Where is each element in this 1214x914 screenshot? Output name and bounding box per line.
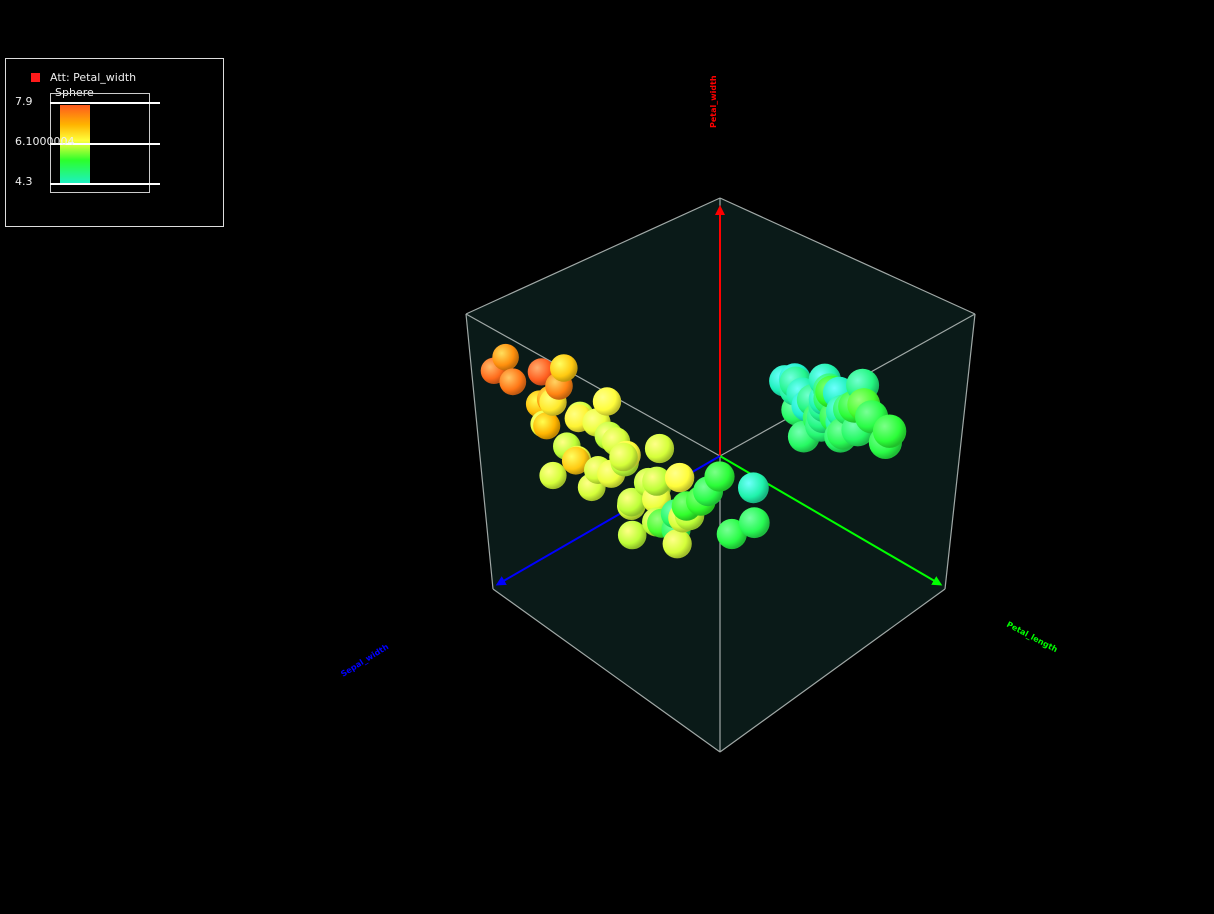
color-legend: Att: Petal_width Sphere 7.9 6.1000004 4.… bbox=[5, 58, 224, 227]
legend-mid-label: 6.1000004 bbox=[15, 135, 75, 148]
data-point bbox=[492, 343, 519, 371]
legend-tick-max bbox=[50, 102, 160, 104]
data-point bbox=[617, 487, 646, 517]
legend-tick-min bbox=[50, 183, 160, 185]
data-point bbox=[561, 446, 590, 475]
legend-shape-label: Sphere bbox=[55, 86, 94, 99]
data-point bbox=[550, 354, 578, 382]
data-point bbox=[592, 387, 622, 416]
legend-attribute-label: Att: Petal_width bbox=[50, 71, 137, 84]
data-point bbox=[642, 466, 672, 496]
data-points bbox=[480, 343, 907, 559]
data-point bbox=[539, 461, 567, 490]
axis-label-left: Sepal_width bbox=[339, 642, 390, 679]
data-point bbox=[662, 529, 692, 559]
data-point bbox=[644, 433, 675, 464]
data-point bbox=[704, 461, 735, 492]
data-point bbox=[609, 442, 638, 472]
data-point bbox=[664, 462, 695, 493]
legend-min-label: 4.3 bbox=[15, 175, 33, 188]
data-point bbox=[716, 518, 747, 550]
legend-max-label: 7.9 bbox=[15, 95, 33, 108]
axis-label-vertical: Petal_width bbox=[709, 75, 718, 128]
legend-swatch bbox=[31, 73, 40, 82]
legend-tick-mid bbox=[50, 143, 160, 145]
data-point bbox=[738, 472, 769, 504]
data-point bbox=[738, 507, 770, 539]
data-point bbox=[499, 368, 527, 396]
axis-label-right: Petal_length bbox=[1005, 620, 1059, 655]
data-point bbox=[872, 414, 907, 448]
data-point bbox=[617, 520, 647, 550]
data-point bbox=[533, 412, 561, 440]
